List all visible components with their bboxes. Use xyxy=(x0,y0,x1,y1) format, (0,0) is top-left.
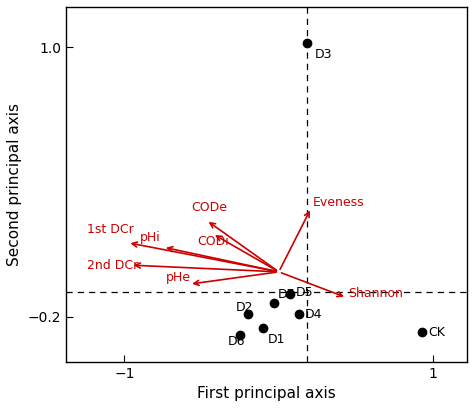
Text: CODe: CODe xyxy=(191,202,227,214)
Y-axis label: Second principal axis: Second principal axis xyxy=(7,103,22,266)
Text: D2: D2 xyxy=(236,301,253,314)
Text: 2nd DCr: 2nd DCr xyxy=(88,259,139,272)
Text: Eveness: Eveness xyxy=(313,196,365,209)
Text: Shannon: Shannon xyxy=(348,287,403,299)
Text: D1: D1 xyxy=(268,333,285,346)
Text: pHe: pHe xyxy=(166,271,191,284)
Text: D5: D5 xyxy=(296,286,313,299)
Text: 1st DCr: 1st DCr xyxy=(88,223,134,236)
X-axis label: First principal axis: First principal axis xyxy=(197,386,336,401)
Text: D3: D3 xyxy=(314,48,332,60)
Text: D4: D4 xyxy=(305,308,322,321)
Text: D7: D7 xyxy=(277,288,295,301)
Text: D6: D6 xyxy=(228,335,246,348)
Text: CK: CK xyxy=(428,326,446,339)
Text: pHi: pHi xyxy=(140,231,161,244)
Text: CODi: CODi xyxy=(197,235,229,248)
